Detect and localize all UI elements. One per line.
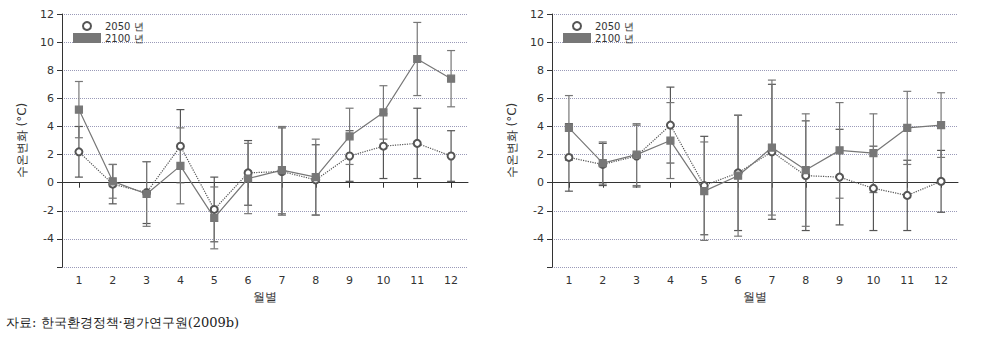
svg-text:0: 0 <box>537 176 544 189</box>
svg-text:2: 2 <box>47 148 54 161</box>
svg-text:-2: -2 <box>43 204 54 217</box>
svg-text:10: 10 <box>530 36 544 49</box>
svg-text:12: 12 <box>530 8 544 21</box>
svg-text:3: 3 <box>633 274 640 287</box>
svg-text:11: 11 <box>900 274 914 287</box>
svg-text:8: 8 <box>312 274 319 287</box>
svg-text:-4: -4 <box>533 232 544 245</box>
svg-text:9: 9 <box>836 274 843 287</box>
svg-text:8: 8 <box>537 64 544 77</box>
svg-text:4: 4 <box>537 120 544 133</box>
svg-text:4: 4 <box>47 120 54 133</box>
svg-text:0: 0 <box>47 176 54 189</box>
svg-text:8: 8 <box>802 274 809 287</box>
svg-text:2: 2 <box>537 148 544 161</box>
svg-text:8: 8 <box>47 64 54 77</box>
svg-text:6: 6 <box>47 92 54 105</box>
svg-text:2050 년: 2050 년 <box>105 21 144 32</box>
svg-text:1: 1 <box>565 274 572 287</box>
svg-text:5: 5 <box>211 274 218 287</box>
svg-text:수온변화 (°C): 수온변화 (°C) <box>505 103 519 179</box>
svg-text:12: 12 <box>40 8 54 21</box>
svg-text:2: 2 <box>599 274 606 287</box>
svg-text:-2: -2 <box>533 204 544 217</box>
svg-text:7: 7 <box>768 274 775 287</box>
svg-text:2: 2 <box>109 274 116 287</box>
svg-text:6: 6 <box>245 274 252 287</box>
svg-text:월별: 월별 <box>253 290 277 304</box>
svg-text:10: 10 <box>40 36 54 49</box>
svg-text:2100 년: 2100 년 <box>105 33 144 44</box>
svg-text:3: 3 <box>143 274 150 287</box>
svg-text:2100 년: 2100 년 <box>595 33 634 44</box>
svg-text:월별: 월별 <box>743 290 767 304</box>
svg-text:1: 1 <box>75 274 82 287</box>
svg-text:6: 6 <box>735 274 742 287</box>
svg-text:6: 6 <box>537 92 544 105</box>
svg-text:9: 9 <box>346 274 353 287</box>
svg-text:4: 4 <box>667 274 674 287</box>
html-text:자료: 한국환경정책·평가연구원(2009b): 자료: 한국환경정책·평가연구원(2009b) <box>6 315 240 330</box>
svg-text:2050 년: 2050 년 <box>595 21 634 32</box>
svg-text:10: 10 <box>866 274 880 287</box>
svg-text:7: 7 <box>278 274 285 287</box>
svg-text:-4: -4 <box>43 232 54 245</box>
svg-text:11: 11 <box>410 274 424 287</box>
svg-text:5: 5 <box>701 274 708 287</box>
svg-text:4: 4 <box>177 274 184 287</box>
svg-text:10: 10 <box>376 274 390 287</box>
svg-text:12: 12 <box>934 274 948 287</box>
svg-text:12: 12 <box>444 274 458 287</box>
svg-text:수온변화 (°C): 수온변화 (°C) <box>15 103 29 179</box>
